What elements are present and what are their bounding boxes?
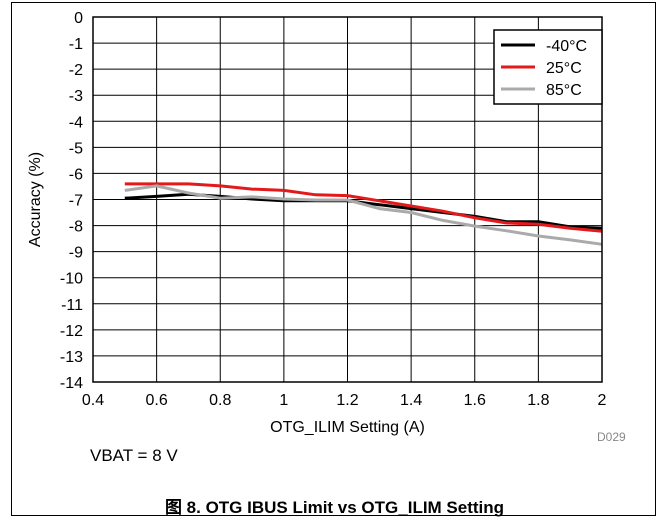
x-tick-label: 1.8 <box>527 392 549 409</box>
y-tick-label: -13 <box>60 349 83 366</box>
chart-legend: -40°C 25°C 85°C <box>493 29 603 105</box>
y-tick-label: -3 <box>69 88 83 105</box>
x-tick-label: 1 <box>279 392 288 409</box>
y-tick-label: -1 <box>69 36 83 53</box>
y-tick-label: -7 <box>69 193 83 210</box>
figure-code: D029 <box>597 430 626 444</box>
series-line-2 <box>124 184 603 246</box>
y-tick-label: -14 <box>60 375 83 392</box>
y-tick-label: -9 <box>69 245 83 262</box>
legend-label: 85°C <box>546 82 582 99</box>
x-tick-label: 1.2 <box>336 392 358 409</box>
y-tick-label: -5 <box>69 140 83 157</box>
x-tick-label: 0.8 <box>209 392 231 409</box>
chart-ticks: 0.4 0.6 0.8 1 1.2 1.4 1.6 1.8 2 0 -1 -2 -3 -4 -5 -6 -7 -8… <box>60 10 607 409</box>
y-tick-label: -4 <box>69 114 83 131</box>
x-tick-label: 2 <box>598 392 607 409</box>
series-line-1 <box>124 182 603 233</box>
y-tick-label: -12 <box>60 323 83 340</box>
x-tick-label: 1.4 <box>400 392 422 409</box>
y-tick-label: -11 <box>61 297 83 314</box>
x-tick-label: 0.4 <box>82 392 104 409</box>
figure-caption: 图 8. OTG IBUS Limit vs OTG_ILIM Setting <box>164 498 505 517</box>
test-condition-note: VBAT = 8 V <box>90 446 178 465</box>
x-axis-label: OTG_ILIM Setting (A) <box>270 419 425 436</box>
x-tick-label: 0.6 <box>146 392 168 409</box>
accuracy-chart: 0.4 0.6 0.8 1 1.2 1.4 1.6 1.8 2 0 -1 -2 -3 -4 -5 -6 -7 -8… <box>27 10 607 436</box>
legend-label: 25°C <box>546 60 582 77</box>
y-tick-label: -2 <box>69 62 83 79</box>
x-tick-label: 1.6 <box>464 392 486 409</box>
chart-series <box>124 182 603 246</box>
plot-area <box>92 16 603 383</box>
y-tick-label: 0 <box>74 10 83 27</box>
y-tick-label: -6 <box>69 166 83 183</box>
figure-frame <box>11 2 656 516</box>
legend-label: -40°C <box>546 38 587 55</box>
y-axis-label: Accuracy (%) <box>27 152 44 247</box>
y-tick-label: -10 <box>60 271 83 288</box>
y-tick-label: -8 <box>69 219 83 236</box>
